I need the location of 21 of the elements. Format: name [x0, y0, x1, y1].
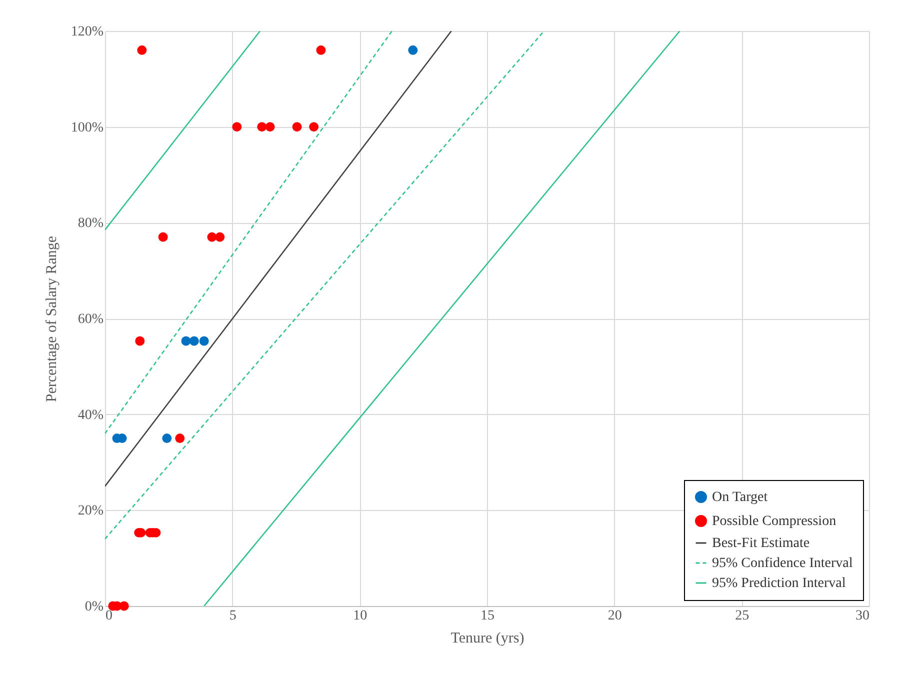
y-tick-label: 0% — [84, 600, 104, 614]
x-tick-label: 5 — [229, 608, 236, 624]
x-tick-label: 10 — [353, 608, 368, 624]
y-tick-label: 40% — [78, 408, 104, 423]
x-tick-label: 15 — [480, 608, 494, 624]
x-tick-label: 25 — [735, 608, 750, 624]
y-axis-title: Percentage of Salary Range — [44, 236, 60, 402]
x-tick-label: 20 — [608, 608, 622, 624]
legend-label: On Target — [712, 490, 768, 505]
legend-label: Best-Fit Estimate — [712, 536, 810, 551]
legend-label: 95% Confidence Interval — [712, 556, 853, 571]
y-tick-label: 80% — [78, 216, 104, 232]
legend-label: Possible Compression — [712, 514, 836, 529]
legend-label: 95% Prediction Interval — [712, 576, 846, 591]
y-tick-label: 120% — [70, 24, 104, 40]
x-tick-label: 30 — [856, 608, 870, 624]
x-tick-label: 0 — [106, 608, 112, 624]
y-tick-label: 20% — [78, 504, 104, 519]
y-tick-label: 60% — [78, 312, 104, 327]
x-axis-title: Tenure (yrs) — [450, 630, 524, 646]
y-tick-label: 100% — [70, 120, 104, 136]
